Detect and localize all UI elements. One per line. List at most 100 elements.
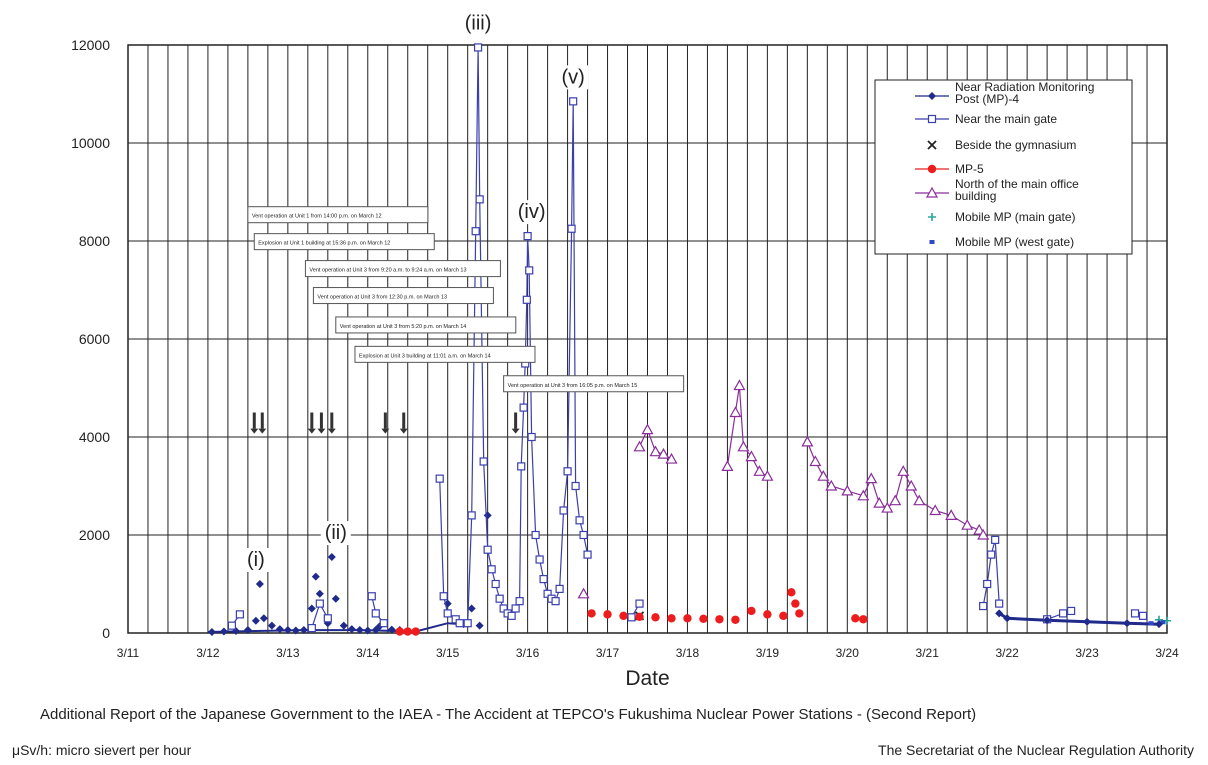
data-point-gate bbox=[539, 574, 548, 584]
data-point-gate bbox=[979, 601, 988, 611]
data-point-gate bbox=[367, 592, 376, 601]
data-point-gate bbox=[495, 594, 504, 603]
data-point-gate bbox=[471, 227, 480, 236]
data-point-mp4 bbox=[363, 626, 372, 635]
event-box bbox=[304, 260, 501, 278]
y-tick-label: 8000 bbox=[79, 233, 110, 249]
data-point-mp4 bbox=[267, 621, 276, 630]
data-point-mp5 bbox=[779, 611, 788, 621]
data-point-mp5 bbox=[747, 606, 756, 616]
chart-axes: 0 2000 4000 6000 8000 10000 12000 3/11 3/12 3/13 3… bbox=[71, 37, 1179, 690]
data-point-gate bbox=[571, 481, 580, 491]
data-point-gate bbox=[443, 609, 452, 618]
data-point-north bbox=[809, 455, 822, 467]
data-point-mp4 bbox=[311, 572, 320, 581]
data-point-gate bbox=[1066, 606, 1076, 616]
data-point-north bbox=[841, 484, 854, 496]
data-point-gate bbox=[555, 584, 564, 594]
data-point-gate bbox=[1058, 609, 1068, 618]
event-arrow-head bbox=[399, 428, 408, 434]
data-point-mp4 bbox=[275, 625, 284, 634]
data-point-mp5 bbox=[683, 614, 692, 623]
annotation-bg bbox=[516, 200, 547, 225]
event-box-label: Explosion at Unit 1 building at 15:36 p.… bbox=[258, 241, 390, 247]
x-axis-label: Date bbox=[625, 667, 669, 690]
data-point-gate bbox=[463, 619, 472, 628]
event-box-label: Vent operation at Unit 3 from 5:20 p.m. … bbox=[340, 324, 467, 330]
x-tick-label: 3/24 bbox=[1155, 646, 1179, 660]
legend-label: building bbox=[955, 189, 996, 203]
y-tick-label: 2000 bbox=[79, 527, 110, 543]
data-point-mp4 bbox=[307, 604, 316, 613]
data-point-mp4 bbox=[1083, 617, 1092, 626]
annotation-bg bbox=[558, 65, 589, 90]
data-point-north bbox=[905, 479, 918, 491]
data-point-gate bbox=[531, 530, 540, 540]
legend-label: North of the main office bbox=[955, 177, 1079, 191]
data-point-north bbox=[881, 501, 894, 513]
x-tick-label: 3/17 bbox=[596, 646, 620, 660]
data-point-mp5 bbox=[731, 615, 740, 624]
data-point-mp4 bbox=[1003, 614, 1012, 623]
data-point-north bbox=[961, 518, 974, 530]
data-point-gate bbox=[523, 232, 532, 241]
legend-marker-gate bbox=[927, 114, 937, 124]
annotation-bg bbox=[320, 521, 351, 546]
data-point-gate bbox=[575, 516, 584, 525]
data-point-mp5 bbox=[787, 588, 796, 597]
data-point-mp5 bbox=[395, 627, 404, 636]
data-point-gate bbox=[987, 550, 996, 559]
data-point-north bbox=[657, 447, 670, 459]
event-arrow-head bbox=[511, 428, 520, 434]
y-tick-label: 0 bbox=[102, 625, 110, 641]
data-point-gate bbox=[307, 623, 316, 633]
units-note: μSv/h: micro sievert per hour bbox=[12, 742, 192, 758]
data-point-gate bbox=[635, 599, 644, 608]
event-arrow-head bbox=[317, 428, 326, 434]
event-box bbox=[503, 375, 685, 393]
data-point-mp5 bbox=[763, 610, 772, 619]
data-point-mp4 bbox=[1123, 619, 1132, 628]
annotation-label: (i) bbox=[247, 549, 265, 571]
data-point-north bbox=[929, 504, 942, 516]
data-point-mp5 bbox=[667, 614, 676, 623]
data-point-north bbox=[857, 489, 870, 501]
legend-marker-mp5 bbox=[927, 164, 937, 174]
legend-label: Post (MP)-4 bbox=[955, 92, 1019, 106]
data-point-north bbox=[737, 440, 750, 452]
data-point-north bbox=[977, 528, 990, 540]
data-point-gate bbox=[551, 597, 560, 606]
legend-marker-gym bbox=[927, 140, 937, 150]
data-point-mp4 bbox=[259, 614, 268, 623]
legend-label: MP-5 bbox=[955, 162, 984, 176]
data-point-mp4 bbox=[467, 604, 476, 613]
data-point-mp4 bbox=[283, 626, 292, 635]
data-point-mp4 bbox=[315, 589, 324, 598]
event-arrow-head bbox=[327, 428, 336, 434]
data-point-north bbox=[825, 479, 838, 491]
data-point-mp5 bbox=[851, 614, 860, 623]
data-point-mobile_west bbox=[1148, 621, 1154, 626]
data-point-mp5 bbox=[715, 615, 724, 624]
y-tick-label: 10000 bbox=[71, 135, 110, 151]
data-point-north bbox=[721, 460, 734, 471]
data-point-mp5 bbox=[411, 627, 420, 636]
data-point-gate bbox=[483, 545, 492, 554]
data-point-north bbox=[665, 452, 678, 464]
x-tick-label: 3/13 bbox=[276, 646, 300, 660]
event-arrow-head bbox=[258, 428, 267, 434]
legend-label: Mobile MP (west gate) bbox=[955, 235, 1074, 249]
legend-label: Mobile MP (main gate) bbox=[955, 210, 1076, 224]
data-point-north bbox=[753, 465, 766, 476]
data-point-gate bbox=[475, 195, 484, 204]
data-point-north bbox=[889, 494, 902, 506]
y-tick-label: 12000 bbox=[71, 37, 110, 53]
event-box bbox=[253, 233, 435, 251]
data-point-mp4 bbox=[243, 626, 252, 635]
data-point-mp5 bbox=[791, 599, 800, 608]
event-box-label: Vent operation at Unit 3 from 12:30 p.m.… bbox=[317, 295, 447, 301]
x-tick-label: 3/12 bbox=[196, 646, 220, 660]
annotation-label: (iv) bbox=[518, 201, 546, 223]
